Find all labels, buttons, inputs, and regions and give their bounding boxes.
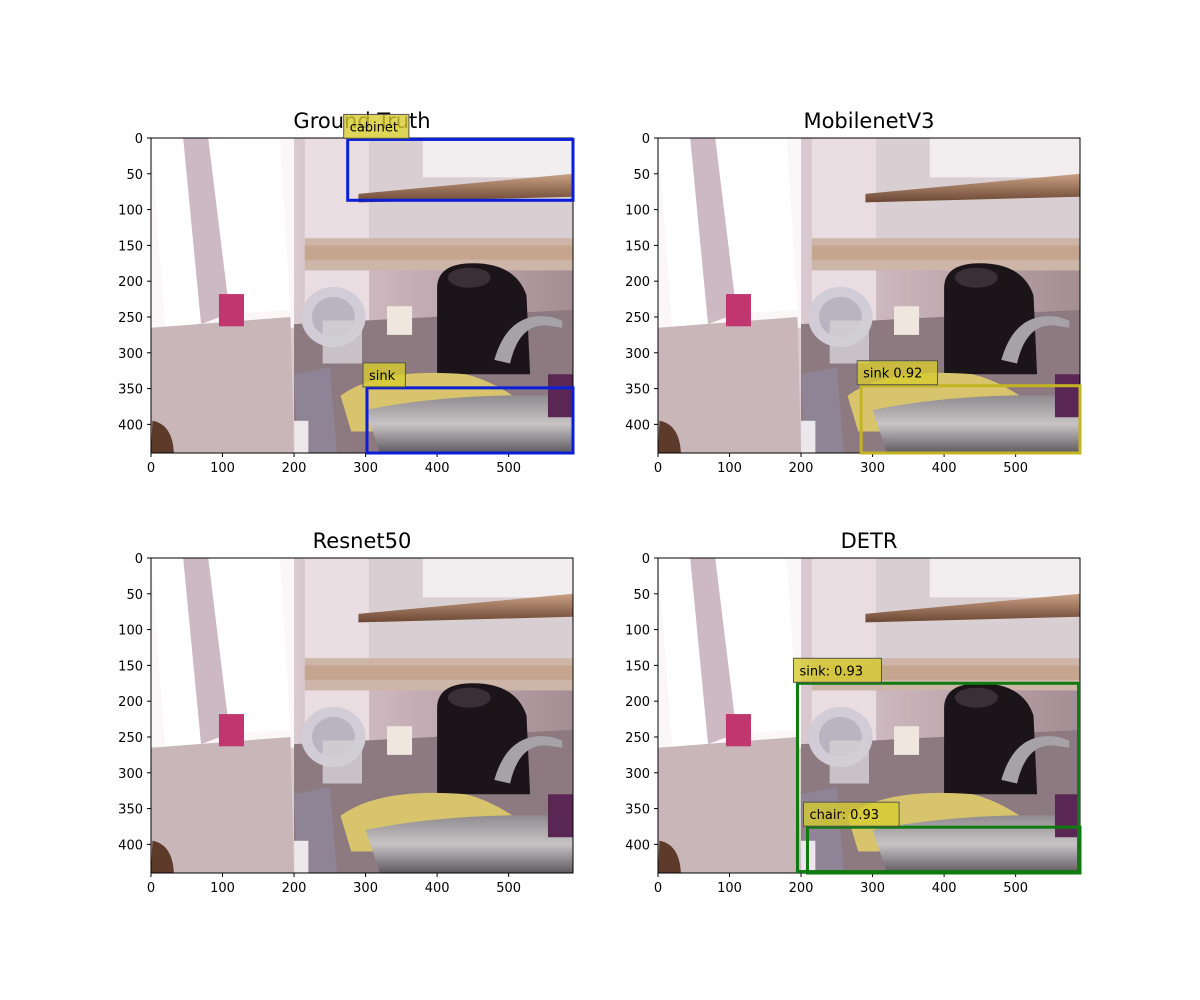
- y-tick-label: 350: [118, 803, 143, 818]
- panel-title: Resnet50: [313, 529, 412, 553]
- axes-frame: [150, 557, 574, 874]
- x-tick-label: 200: [789, 461, 814, 476]
- y-tick-label: 100: [118, 624, 143, 639]
- box-group: sink: 0.93 chair: 0.93: [792, 657, 1082, 875]
- y-tick-label: 400: [625, 838, 650, 853]
- y-tick-label: 150: [118, 239, 143, 254]
- bbox-label-bg: [792, 657, 882, 683]
- x-tick-label: 400: [932, 461, 957, 476]
- x-tick-label: 500: [1003, 881, 1028, 896]
- y-tick-label: 150: [625, 659, 650, 674]
- panel-title: MobilenetV3: [803, 109, 934, 133]
- y-tick-label: 400: [625, 418, 650, 433]
- x-tick-label: 400: [425, 461, 450, 476]
- x-tick-label: 300: [860, 461, 885, 476]
- y-tick-label: 50: [633, 588, 650, 603]
- x-tick-label: 200: [789, 881, 814, 896]
- y-tick-label: 0: [642, 552, 650, 567]
- y-tick-label: 300: [625, 767, 650, 782]
- bbox-label: sink: [369, 369, 396, 384]
- bbox-label: sink: 0.93: [799, 664, 863, 679]
- y-tick-label: 250: [625, 311, 650, 326]
- y-tick-label: 200: [625, 695, 650, 710]
- bbox-label: chair: 0.93: [809, 808, 879, 823]
- tick-group: 0 100 200 300 400 500 0 50 100 150 200 250 300 350 400: [625, 132, 1028, 476]
- x-tick-label: 300: [353, 461, 378, 476]
- x-tick-label: 100: [210, 881, 235, 896]
- y-tick-label: 0: [135, 552, 143, 567]
- tick-group: 0 100 200 300 400 500 0 50 100 150 200 250 300 350 400: [118, 552, 521, 896]
- y-tick-label: 50: [126, 168, 143, 183]
- x-tick-label: 100: [210, 461, 235, 476]
- bbox-chair: [805, 825, 1082, 875]
- box-group: sink 0.92: [856, 360, 1082, 455]
- y-tick-label: 250: [118, 731, 143, 746]
- y-tick-label: 350: [625, 383, 650, 398]
- x-tick-label: 0: [654, 881, 662, 896]
- y-tick-label: 400: [118, 838, 143, 853]
- bbox-label: cabinet: [350, 120, 398, 135]
- tick-group: 0 100 200 300 400 500 0 50 100 150 200 250 300 350 400: [118, 132, 521, 476]
- panel-resnet50: Resnet50 0 100 200 300 400 500 0 50 100 150 200 250…: [118, 529, 574, 896]
- panel-title: DETR: [841, 529, 898, 553]
- kitchen-photo: [151, 558, 573, 873]
- y-tick-label: 200: [118, 695, 143, 710]
- x-tick-label: 300: [353, 881, 378, 896]
- x-tick-label: 400: [932, 881, 957, 896]
- y-tick-label: 50: [126, 588, 143, 603]
- y-tick-label: 0: [135, 132, 143, 147]
- y-tick-label: 400: [118, 418, 143, 433]
- x-tick-label: 100: [717, 881, 742, 896]
- x-tick-label: 0: [147, 881, 155, 896]
- x-tick-label: 200: [282, 881, 307, 896]
- y-tick-label: 350: [118, 383, 143, 398]
- bbox-label-bg: [343, 113, 410, 139]
- bbox-sink: [859, 384, 1082, 455]
- y-tick-label: 250: [625, 731, 650, 746]
- bbox-label-bg: [856, 360, 939, 386]
- x-tick-label: 0: [654, 461, 662, 476]
- panel-mobilenetv3: MobilenetV3 0 100 200 300 400 500 0 50 100 150 200…: [625, 109, 1082, 476]
- x-tick-label: 300: [860, 881, 885, 896]
- bbox-label-bg: [362, 362, 406, 388]
- x-tick-label: 400: [425, 881, 450, 896]
- y-tick-label: 250: [118, 311, 143, 326]
- bbox-label-bg: [802, 801, 900, 827]
- y-tick-label: 50: [633, 168, 650, 183]
- y-tick-label: 100: [118, 204, 143, 219]
- y-tick-label: 100: [625, 204, 650, 219]
- x-tick-label: 500: [496, 881, 521, 896]
- y-tick-label: 100: [625, 624, 650, 639]
- kitchen-photo: [658, 138, 1080, 453]
- bbox-label: sink 0.92: [863, 367, 922, 382]
- x-tick-label: 0: [147, 461, 155, 476]
- panel-detr: DETR 0 100 200 300 400 500 0 50 100 150 200 250 300 3…: [625, 529, 1082, 896]
- y-tick-label: 150: [625, 239, 650, 254]
- x-tick-label: 500: [496, 461, 521, 476]
- x-tick-label: 100: [717, 461, 742, 476]
- bbox-sink: [365, 386, 575, 455]
- panel-ground-truth: Ground Truth 010020030040050005010015020…: [118, 109, 575, 476]
- x-tick-label: 500: [1003, 461, 1028, 476]
- y-tick-label: 200: [118, 275, 143, 290]
- y-tick-label: 300: [118, 767, 143, 782]
- y-tick-label: 300: [625, 347, 650, 362]
- y-tick-label: 300: [118, 347, 143, 362]
- kitchen-photo: [151, 138, 573, 453]
- x-tick-label: 200: [282, 461, 307, 476]
- y-tick-label: 150: [118, 659, 143, 674]
- bbox-cabinet: [346, 137, 575, 202]
- y-tick-label: 350: [625, 803, 650, 818]
- box-group: cabinet sink: [343, 113, 575, 455]
- y-tick-label: 200: [625, 275, 650, 290]
- y-tick-label: 0: [642, 132, 650, 147]
- tick-group: 0 100 200 300 400 500 0 50 100 150 200 250 300 350 400: [625, 552, 1028, 896]
